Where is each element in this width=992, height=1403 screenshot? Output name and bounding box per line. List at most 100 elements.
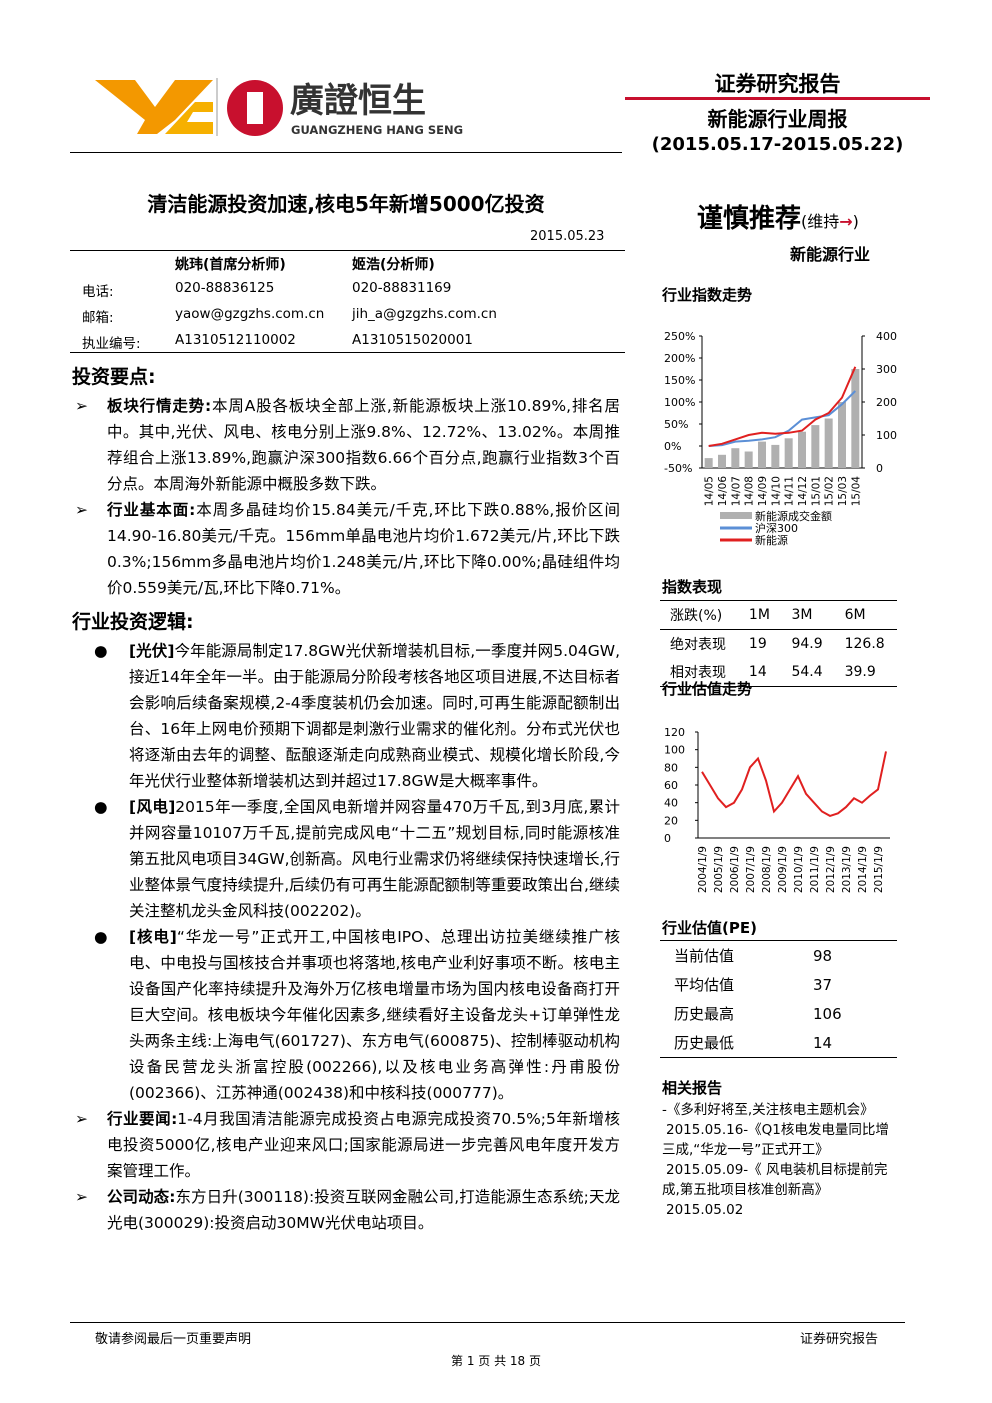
contact-label: 邮箱: — [82, 310, 114, 326]
x-tick-label: 14/11 — [784, 476, 796, 506]
y-tick-label: 20 — [664, 814, 678, 827]
table-row: 相对表现 14 54.4 39.9 — [660, 658, 897, 687]
table-cell: 98 — [813, 946, 833, 965]
title: 清洁能源投资加速,核电5年新增5000亿投资 — [147, 192, 545, 216]
analyst-contact: jih_a@gzgzhs.com.cn — [352, 306, 497, 322]
bullet: ● — [94, 928, 108, 946]
text: 本周多晶硅均价15.84美元/千克,环比下跌0.88%,报价区间14.90-16… — [107, 501, 620, 597]
line — [708, 366, 857, 447]
report-name: 新能源行业周报 — [707, 107, 848, 131]
bullet: ➢ — [75, 397, 88, 415]
table-cell: 历史最高 — [674, 1005, 735, 1023]
x-tick-label: 2011/1/9 — [809, 846, 821, 893]
paragraph: ● [风电]2015年一季度,全国风电新增并网容量470万千瓦,到3月底,累计并网… — [94, 794, 620, 924]
rating-status: (维持 — [801, 212, 840, 231]
lead: 行业要闻: — [107, 1110, 178, 1128]
x-tick-label: 2010/1/9 — [793, 846, 805, 893]
y2-tick-label: 200 — [876, 396, 897, 409]
table-header: 3M — [781, 600, 835, 630]
text: 2015年一季度,全国风电新增并网容量470万千瓦,到3月底,累计并网容量101… — [129, 798, 620, 920]
y2-tick-label: 400 — [876, 330, 897, 343]
y-tick-label: 40 — [664, 797, 678, 810]
logo-cn: 廣證恒生 — [290, 81, 426, 121]
table-row: 历史最低 14 — [660, 1028, 897, 1058]
y-tick-label: 80 — [664, 761, 678, 774]
report-title: -《Q1核电发电量同比增三成,“华龙一号”正式开工》 — [662, 1122, 889, 1158]
report-date: 2015.05.09 — [666, 1162, 744, 1178]
bullet: ● — [94, 798, 108, 816]
logo-mark — [95, 80, 213, 134]
y-tick-label: 150% — [664, 374, 695, 387]
x-tick-label: 2006/1/9 — [729, 846, 741, 893]
rating-close: ) — [852, 212, 859, 231]
y-tick-label: 0% — [664, 440, 681, 453]
x-tick-label: 2015/1/9 — [873, 846, 885, 893]
lead: [风电] — [129, 798, 176, 816]
y-tick-label: 250% — [664, 330, 695, 343]
rule — [625, 97, 930, 100]
text: 东方日升(300118):投资互联网金融公司,打造能源生态系统;天龙光电(300… — [107, 1188, 620, 1232]
x-tick-label: 15/01 — [810, 476, 822, 506]
report-date: 2015.05.02 — [666, 1202, 744, 1218]
bar — [731, 448, 740, 468]
x-tick-label: 14/10 — [770, 476, 782, 506]
heading: 投资要点: — [72, 366, 156, 388]
analyst-contact: yaow@gzgzhs.com.cn — [175, 306, 325, 322]
x-tick-label: 14/08 — [744, 476, 756, 506]
section-title: 指数表现 — [662, 578, 723, 596]
x-tick-label: 2013/1/9 — [841, 846, 853, 893]
table-cell: 14 — [748, 664, 767, 680]
lead: 板块行情走势: — [107, 397, 212, 415]
lead: 公司动态: — [107, 1188, 176, 1206]
logo-mark — [165, 102, 213, 134]
text: 今年能源局制定17.8GW光伏新增装机目标,一季度并网5.04GW,接近14年全… — [129, 642, 620, 790]
x-tick-label: 14/07 — [730, 476, 742, 506]
rule — [70, 352, 625, 353]
table-row: 绝对表现 19 94.9 126.8 — [660, 630, 897, 659]
paragraph: ➢ 行业要闻:1-4月我国清洁能源完成投资占电源完成投资70.5%;5年新增核电投… — [75, 1106, 620, 1184]
paragraph: ➢ 板块行情走势:本周A股各板块全部上涨,新能源板块上涨10.89%,排名居中。其… — [75, 393, 620, 497]
bar — [758, 441, 766, 468]
x-tick-label: 14/06 — [717, 476, 729, 507]
y-tick-label: -50% — [664, 462, 692, 475]
logo: 廣證恒生 GUANGZHENG HANG SENG — [95, 78, 463, 137]
y2-tick-label: 0 — [876, 462, 883, 475]
rule — [70, 250, 625, 251]
table-header: 6M — [834, 600, 897, 630]
x-tick-label: 14/12 — [797, 476, 809, 506]
related-reports: -《多利好将至,关注核电主题机会》 2015.05.16-《Q1核电发电量同比增三… — [662, 1100, 892, 1220]
table-cell: 历史最低 — [674, 1034, 735, 1052]
table-cell: 平均估值 — [674, 976, 735, 994]
section-title: 相关报告 — [662, 1079, 723, 1097]
rating-arrow: → — [839, 212, 853, 231]
bullet: ➢ — [75, 1110, 88, 1128]
bullet: ● — [94, 642, 108, 660]
text: “华龙一号”正式开工,中国核电IPO、总理出访拉美继续推广核电、中电投与国核技合… — [129, 928, 620, 1102]
paragraph: ➢ 公司动态:东方日升(300118):投资互联网金融公司,打造能源生态系统;天龙… — [75, 1184, 620, 1236]
report-date: 2015.05.16 — [666, 1122, 744, 1138]
x-tick-label: 2004/1/9 — [697, 846, 709, 893]
x-tick-label: 2005/1/9 — [713, 846, 725, 893]
contact-label: 电话: — [82, 284, 114, 300]
bar — [798, 431, 806, 468]
heading: 行业投资逻辑: — [72, 611, 194, 633]
table-cell: 54.4 — [791, 664, 823, 680]
text: 1-4月我国清洁能源完成投资占电源完成投资70.5%;5年新增核电投资5000亿… — [107, 1110, 620, 1180]
y-tick-label: 60 — [664, 779, 678, 792]
bar — [771, 444, 780, 468]
table-cell: 126.8 — [844, 636, 885, 652]
table-cell: 39.9 — [844, 664, 876, 680]
contact-label: 执业编号: — [82, 336, 141, 352]
x-tick-label: 2009/1/9 — [777, 846, 789, 893]
footer-left: 敬请参阅最后一页重要声明 — [95, 1332, 252, 1347]
table-row: 历史最高 106 — [660, 999, 897, 1028]
legend-swatch — [720, 512, 752, 519]
analyst-contact: A1310512110002 — [175, 332, 296, 348]
x-tick-label: 2008/1/9 — [761, 846, 773, 893]
x-tick-label: 2012/1/9 — [825, 846, 837, 893]
x-tick-label: 2007/1/9 — [745, 846, 757, 893]
y-tick-label: 50% — [664, 418, 688, 431]
legend-label: 新能源成交金额 — [755, 509, 832, 523]
